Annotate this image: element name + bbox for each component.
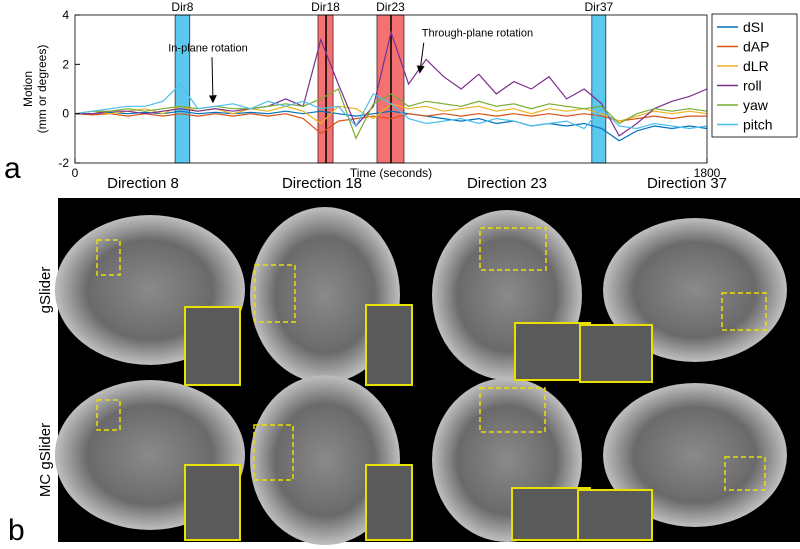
series-line — [74, 88, 708, 140]
highlight-label: Dir18 — [311, 0, 340, 14]
legend-label: pitch — [743, 117, 773, 133]
legend-label: yaw — [743, 97, 769, 113]
legend-label: dLR — [743, 58, 769, 74]
legend-label: dSI — [743, 19, 764, 35]
y-axis-label: (mm or degrees) — [35, 45, 49, 134]
legend-label: dAP — [743, 39, 769, 55]
y-tick-label: -2 — [58, 156, 69, 170]
highlight-band — [174, 14, 191, 164]
annotation-arrow — [416, 42, 425, 74]
y-axis-label: Motion — [21, 71, 35, 107]
panel-label: a — [4, 152, 21, 185]
image-grid: Direction 8 Direction 18 Direction 23 Di… — [37, 175, 800, 545]
column-label: Direction 8 — [107, 175, 179, 192]
zoom-inset — [579, 324, 653, 383]
zoom-inset — [577, 489, 653, 541]
series-line — [74, 83, 708, 130]
brain-image — [250, 375, 400, 545]
highlight-label: Dir8 — [171, 0, 193, 14]
y-tick-label: 2 — [62, 57, 69, 71]
zoom-region — [479, 387, 546, 433]
row-label: gSlider — [37, 267, 54, 314]
zoom-inset — [365, 304, 413, 386]
series-line — [75, 30, 708, 137]
plot-frame — [74, 14, 708, 164]
zoom-inset — [184, 306, 241, 386]
x-axis-label: Time (seconds) — [350, 166, 432, 180]
y-tick-label: 0 — [62, 107, 69, 121]
zoom-inset — [365, 464, 413, 541]
y-tick-label: 4 — [62, 8, 69, 22]
zoom-region — [254, 264, 296, 323]
x-tick-label: 1800 — [694, 166, 721, 180]
annotation-arrow — [208, 57, 217, 104]
zoom-region — [724, 456, 766, 491]
legend-label: roll — [743, 78, 762, 94]
column-label: Direction 23 — [467, 175, 547, 192]
highlight-label: Dir23 — [376, 0, 405, 14]
series-line — [74, 113, 707, 135]
x-tick-label: 0 — [72, 166, 79, 180]
zoom-region — [96, 399, 121, 431]
legend-box — [711, 13, 798, 138]
zoom-inset — [514, 322, 591, 381]
zoom-region — [253, 424, 294, 481]
column-label: Direction 37 — [647, 175, 727, 192]
highlight-label: Dir37 — [585, 0, 614, 14]
series-line — [75, 110, 708, 142]
panel-label: b — [8, 514, 25, 547]
annotation: Through-plane rotation — [422, 28, 533, 40]
zoom-inset — [184, 464, 241, 541]
annotation: In-plane rotation — [168, 42, 248, 54]
row-label: MC gSlider — [37, 423, 54, 497]
zoom-region — [96, 239, 121, 276]
brain-image — [250, 207, 400, 383]
highlight-band — [591, 14, 607, 164]
zoom-region — [479, 227, 547, 271]
column-label: Direction 18 — [282, 175, 362, 192]
